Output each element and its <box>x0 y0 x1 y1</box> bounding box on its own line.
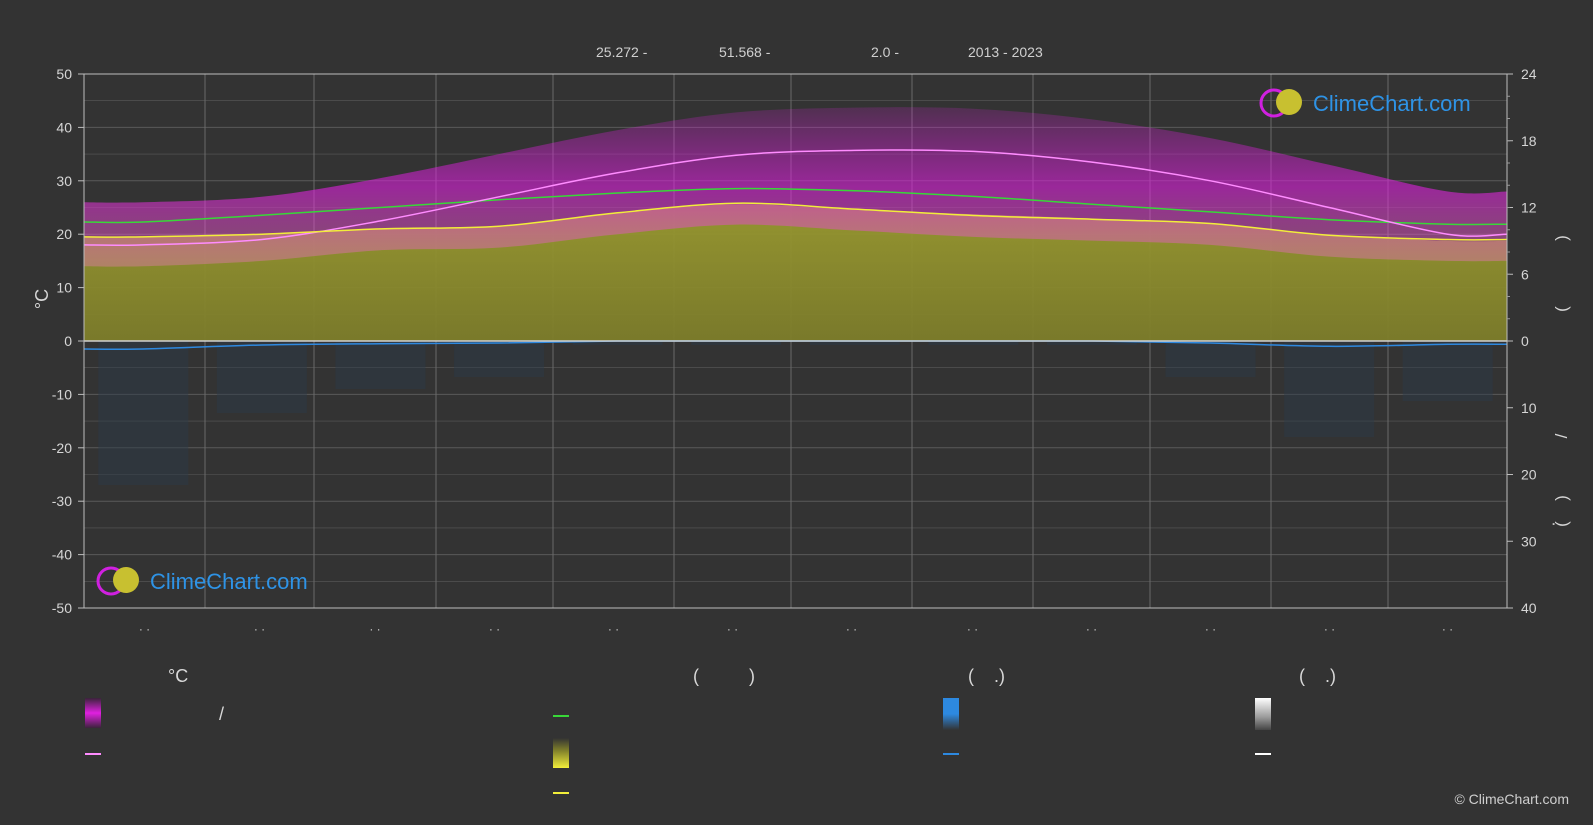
x-month-tick-label: · · <box>1324 622 1335 636</box>
logo-text: ClimeChart.com <box>150 569 308 594</box>
precipitation-bar <box>1165 341 1256 377</box>
mean-temp-line <box>83 202 1508 241</box>
precipitation-bar <box>809 341 900 345</box>
x-month-tick-label: · · <box>369 622 380 636</box>
y-left-tick-label: 20 <box>56 226 72 242</box>
y-right-mm-tick-label: 10 <box>1521 400 1537 416</box>
y-right-axis-label-glyph: · <box>1543 521 1562 527</box>
y-right-mm-tick-label: 40 <box>1521 600 1537 616</box>
header-years: 2013 - 2023 <box>968 44 1043 60</box>
y-right-hours-tick-label: 24 <box>1521 66 1537 82</box>
y-left-tick-label: 0 <box>64 333 72 349</box>
legend-max-temp-line <box>85 753 101 755</box>
legend-precip-line <box>943 753 959 755</box>
precipitation-bar <box>98 341 189 485</box>
x-month-tick-label: · · <box>1086 622 1097 636</box>
x-month-tick-label: · · <box>1205 622 1216 636</box>
x-month-tick-label: · · <box>967 622 978 636</box>
logo-icon <box>1259 88 1302 118</box>
x-month-tick-label: · · <box>608 622 619 636</box>
precipitation-bar <box>928 341 1019 345</box>
y-right-mm-tick-label: 20 <box>1521 467 1537 483</box>
y-right-hours-tick-label: 12 <box>1521 200 1537 216</box>
y-left-axis-label: °C <box>32 289 52 309</box>
header-latitude: 25.272 - <box>596 44 648 60</box>
header-longitude: 51.568 - <box>719 44 771 60</box>
legend-mean-temp-line <box>553 792 569 794</box>
legend-temp-slash: / <box>219 704 225 724</box>
x-month-tick-label: · · <box>489 622 500 636</box>
legend-temperature-head: °C <box>168 666 189 686</box>
y-left-tick-label: 10 <box>56 280 72 296</box>
y-left-tick-label: -30 <box>52 493 72 509</box>
precipitation-bar <box>691 341 782 345</box>
daylight-line <box>83 187 1508 226</box>
y-right-axis-label-glyph: ( <box>1552 306 1571 312</box>
precipitation-bar <box>335 341 426 389</box>
y-right-hours-tick-label: 18 <box>1521 133 1537 149</box>
chart-axes: 50 40 30 20 10 0 -10 -20 -30 -40 -50 °C 24 18 12 6 0 10 20… <box>32 66 1571 636</box>
x-month-tick-label: · · <box>254 622 265 636</box>
y-left-tick-label: 40 <box>56 119 72 135</box>
legend-rain-head: ( .) <box>968 666 1005 686</box>
x-month-tick-label: · · <box>727 622 738 636</box>
y-left-tick-label: 50 <box>56 66 72 82</box>
legend-snow-head: ( .) <box>1299 666 1336 686</box>
legend-sunshine-swatch <box>553 738 569 768</box>
precipitation-bar <box>1284 341 1375 437</box>
y-left-tick-label: 30 <box>56 173 72 189</box>
legend-snow-line <box>1255 753 1271 755</box>
max-temp-line <box>83 149 1508 247</box>
chart-marks <box>83 107 1508 485</box>
y-right-hours-tick-label: 6 <box>1521 266 1529 282</box>
precipitation-bar <box>572 341 663 345</box>
climate-chart: 50 40 30 20 10 0 -10 -20 -30 -40 -50 °C 24 18 12 6 0 10 20… <box>32 66 1571 636</box>
y-right-axis-label-glyph: ( <box>1552 521 1571 527</box>
legend-precip-swatch <box>943 698 959 730</box>
y-left-tick-label: -50 <box>52 600 72 616</box>
copyright: © ClimeChart.com <box>1454 791 1569 807</box>
y-right-mm-tick-label: 30 <box>1521 533 1537 549</box>
y-right-axis-label-glyph: ) <box>1552 495 1571 501</box>
y-left-tick-label: -20 <box>52 440 72 456</box>
x-month-tick-label: · · <box>1442 622 1453 636</box>
legend-temp-range-swatch <box>85 698 101 728</box>
precipitation-bar <box>1402 341 1493 401</box>
logo-text: ClimeChart.com <box>1313 91 1471 116</box>
y-right-hours-tick-label: 0 <box>1521 333 1529 349</box>
logo-icon <box>96 566 139 596</box>
precipitation-bar <box>216 341 307 413</box>
header-elevation: 2.0 - <box>871 44 900 60</box>
temperature-range-band <box>84 107 1507 267</box>
y-left-tick-label: -10 <box>52 386 72 402</box>
y-left-tick-label: -40 <box>52 547 72 563</box>
legend-daylight-line <box>553 715 569 717</box>
precipitation-bar <box>454 341 545 377</box>
legend-snow-swatch <box>1255 698 1271 730</box>
y-right-axis-label-glyph: / <box>1552 433 1571 438</box>
legend-sun-head: ( ) <box>693 666 755 686</box>
x-month-tick-label: · · <box>139 622 150 636</box>
x-month-tick-label: · · <box>846 622 857 636</box>
precipitation-bar <box>1046 341 1137 345</box>
y-right-axis-label-glyph: ) <box>1552 235 1571 241</box>
